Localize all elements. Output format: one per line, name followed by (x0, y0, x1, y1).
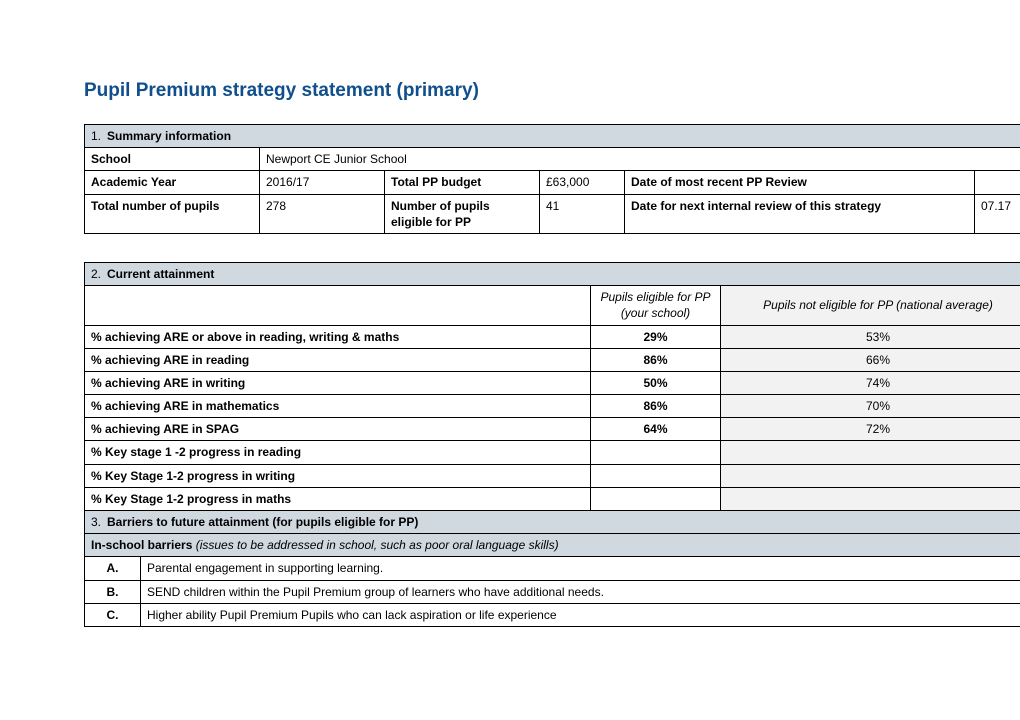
label-next-review: Date for next internal review of this st… (625, 194, 975, 233)
attainment-col-headers: Pupils eligible for PP (your school) Pup… (85, 286, 1020, 325)
section3-num: 3. (91, 514, 107, 530)
table-row: % achieving ARE in mathematics 86% 70% (85, 395, 1020, 418)
inschool-label-italic: (issues to be addressed in school, such … (192, 538, 558, 552)
summary-table: 1.Summary information School Newport CE … (84, 124, 1020, 234)
row-nat (721, 441, 1020, 464)
row-pp: 50% (591, 371, 721, 394)
barrier-key: B. (85, 580, 141, 603)
section2-header: 2.Current attainment (85, 262, 1020, 285)
row-nat: 70% (721, 395, 1020, 418)
row-label: % Key Stage 1-2 progress in maths (85, 487, 591, 510)
row-pupils: Total number of pupils 278 Number of pup… (85, 194, 1020, 233)
row-label: % Key stage 1 -2 progress in reading (85, 441, 591, 464)
row-pp: 64% (591, 418, 721, 441)
inschool-label-bold: In-school barriers (91, 538, 192, 552)
section2-heading: Current attainment (107, 267, 214, 281)
inschool-barriers-header: In-school barriers (issues to be address… (85, 534, 1020, 557)
value-next-review: 07.17 (975, 194, 1020, 233)
row-label: % achieving ARE in writing (85, 371, 591, 394)
row-nat: 72% (721, 418, 1020, 441)
row-nat: 53% (721, 325, 1020, 348)
row-pp (591, 441, 721, 464)
table-row: % achieving ARE or above in reading, wri… (85, 325, 1020, 348)
section1-header: 1.Summary information (85, 125, 1020, 148)
value-pp-pupils: 41 (540, 194, 625, 233)
row-label: % achieving ARE in SPAG (85, 418, 591, 441)
value-school: Newport CE Junior School (260, 148, 1020, 171)
barrier-text: Higher ability Pupil Premium Pupils who … (141, 603, 1020, 626)
row-pp: 29% (591, 325, 721, 348)
row-label: % achieving ARE in reading (85, 348, 591, 371)
label-year: Academic Year (85, 171, 260, 194)
label-total-pupils: Total number of pupils (85, 194, 260, 233)
value-budget: £63,000 (540, 171, 625, 194)
attainment-table: 2.Current attainment Pupils eligible for… (84, 262, 1020, 627)
table-row: % achieving ARE in reading 86% 66% (85, 348, 1020, 371)
row-label: % achieving ARE in mathematics (85, 395, 591, 418)
row-school: School Newport CE Junior School (85, 148, 1020, 171)
row-label: % achieving ARE or above in reading, wri… (85, 325, 591, 348)
label-pp-pupils: Number of pupils eligible for PP (385, 194, 540, 233)
barrier-text: Parental engagement in supporting learni… (141, 557, 1020, 580)
barrier-row: B. SEND children within the Pupil Premiu… (85, 580, 1020, 603)
table-row: % Key Stage 1-2 progress in maths (85, 487, 1020, 510)
col-national: Pupils not eligible for PP (national ave… (721, 286, 1020, 325)
row-label: % Key Stage 1-2 progress in writing (85, 464, 591, 487)
row-nat: 74% (721, 371, 1020, 394)
section3-heading: Barriers to future attainment (for pupil… (107, 515, 418, 529)
label-review: Date of most recent PP Review (625, 171, 975, 194)
row-pp (591, 487, 721, 510)
row-pp: 86% (591, 395, 721, 418)
barrier-row: A. Parental engagement in supporting lea… (85, 557, 1020, 580)
barrier-key: A. (85, 557, 141, 580)
table-row: % Key Stage 1-2 progress in writing (85, 464, 1020, 487)
value-year: 2016/17 (260, 171, 385, 194)
table-row: % achieving ARE in writing 50% 74% (85, 371, 1020, 394)
table-row: % achieving ARE in SPAG 64% 72% (85, 418, 1020, 441)
table-row: % Key stage 1 -2 progress in reading (85, 441, 1020, 464)
section1-num: 1. (91, 128, 107, 144)
attainment-blank (85, 286, 591, 325)
barrier-key: C. (85, 603, 141, 626)
label-budget: Total PP budget (385, 171, 540, 194)
section3-header: 3.Barriers to future attainment (for pup… (85, 511, 1020, 534)
value-total-pupils: 278 (260, 194, 385, 233)
row-pp: 86% (591, 348, 721, 371)
page-title: Pupil Premium strategy statement (primar… (84, 80, 948, 102)
barrier-text: SEND children within the Pupil Premium g… (141, 580, 1020, 603)
row-nat (721, 487, 1020, 510)
row-year: Academic Year 2016/17 Total PP budget £6… (85, 171, 1020, 194)
section2-num: 2. (91, 266, 107, 282)
row-pp (591, 464, 721, 487)
row-nat (721, 464, 1020, 487)
row-nat: 66% (721, 348, 1020, 371)
section1-heading: Summary information (107, 129, 231, 143)
col-pp: Pupils eligible for PP (your school) (591, 286, 721, 325)
label-school: School (85, 148, 260, 171)
barrier-row: C. Higher ability Pupil Premium Pupils w… (85, 603, 1020, 626)
value-review (975, 171, 1020, 194)
